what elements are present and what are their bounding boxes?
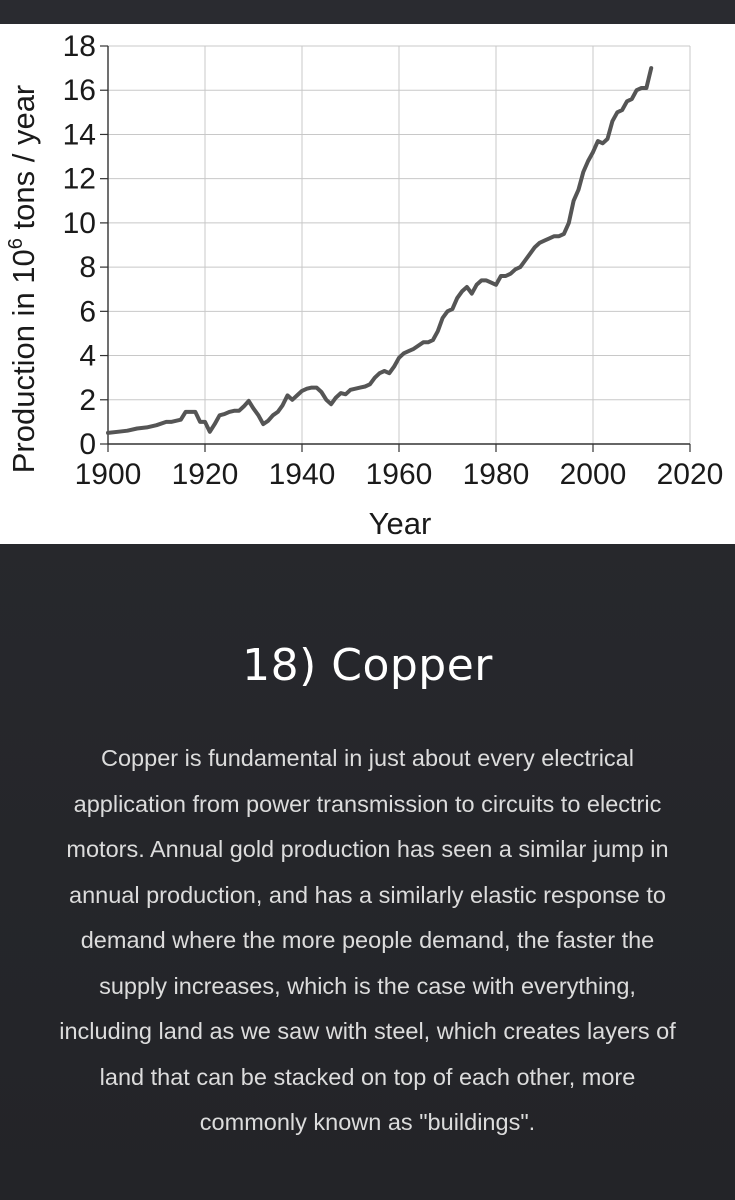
x-tick-label: 1940 [269,458,336,491]
y-axis-title-superscript: 6 [5,238,27,249]
y-tick-label: 6 [79,295,96,328]
section-body-text: Copper is fundamental in just about ever… [59,745,676,1135]
production-line-chart: 1900 1920 1940 1960 1980 2000 2020 0 2 4 6 8 10 12 14 1… [5,30,724,541]
chart-series [106,66,654,435]
chart-tick-labels: 1900 1920 1940 1960 1980 2000 2020 0 2 4 6 8 10 12 14 1… [63,30,724,491]
y-tick-label: 10 [63,207,96,240]
chart-gridlines [107,45,691,445]
y-tick-label: 2 [79,384,96,417]
section-heading: 18) Copper [242,640,493,691]
x-tick-label: 2000 [560,458,627,491]
x-tick-label: 1920 [172,458,239,491]
x-tick-label: 2020 [657,458,724,491]
y-axis-title-suffix: tons / year [6,85,41,238]
chart-panel: 1900 1920 1940 1960 1980 2000 2020 0 2 4 6 8 10 12 14 1… [0,24,735,544]
top-bar [0,0,735,24]
x-tick-label: 1980 [463,458,530,491]
y-axis-title: Production in 106 tons / year [5,85,41,474]
chart-axes [100,45,691,452]
y-tick-label: 16 [63,74,96,107]
y-tick-label: 8 [79,251,96,284]
x-tick-label: 1960 [366,458,433,491]
y-tick-label: 0 [79,428,96,461]
y-tick-label: 4 [79,340,96,373]
x-axis-title: Year [369,506,432,541]
copper-production-line [106,66,654,435]
y-tick-label: 14 [63,118,96,151]
x-tick-label: 1900 [75,458,142,491]
y-axis-title-main: Production in 10 [6,249,41,473]
article-section: 18) Copper Copper is fundamental in just… [0,544,735,1200]
y-tick-label: 18 [63,30,96,63]
y-tick-label: 12 [63,163,96,196]
